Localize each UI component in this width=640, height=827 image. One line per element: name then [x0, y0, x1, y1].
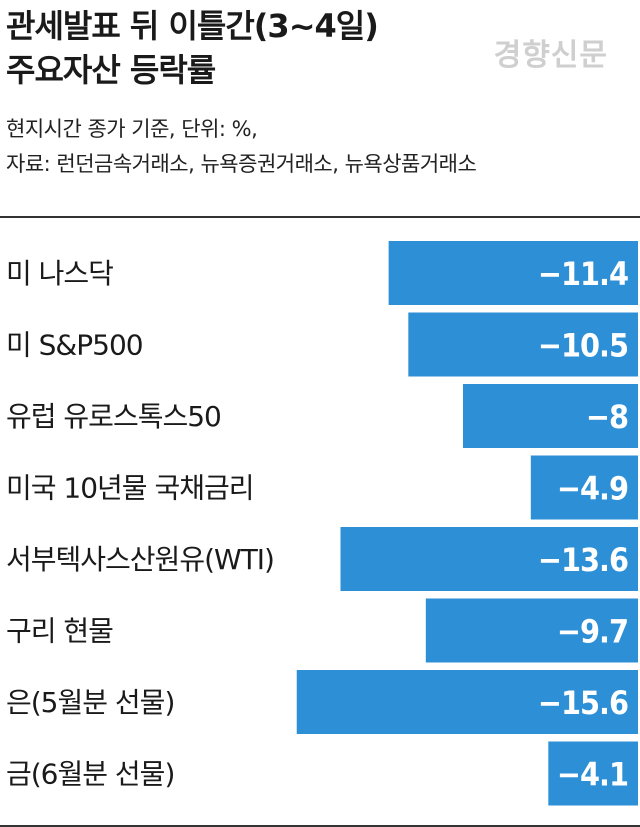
chart-title: 관세발표 뒤 이틀간(3~4일) 주요자산 등락률 — [6, 4, 379, 92]
value-label-3: −4.9 — [557, 470, 628, 508]
value-label-5: −9.7 — [557, 613, 628, 651]
bar-1 — [408, 312, 638, 377]
value-label-4: −13.6 — [538, 541, 628, 579]
category-label-6: 은(5월분 선물) — [6, 686, 174, 719]
value-label-2: −8 — [586, 398, 628, 436]
chart-notes: 현지시간 종가 기준, 단위: %, 자료: 런던금속거래소, 뉴욕증권거래소,… — [6, 112, 477, 182]
source-note: 자료: 런던금속거래소, 뉴욕증권거래소, 뉴욕상품거래소 — [6, 152, 477, 176]
top-rule — [0, 216, 640, 218]
category-label-1: 미 S&P500 — [6, 329, 143, 362]
category-label-2: 유럽 유로스톡스50 — [6, 400, 221, 433]
bar-4 — [340, 527, 638, 591]
value-label-7: −4.1 — [557, 756, 628, 794]
value-label-1: −10.5 — [538, 327, 628, 365]
value-label-0: −11.4 — [538, 255, 628, 293]
category-label-0: 미 나스닥 — [6, 257, 113, 290]
unit-note: 현지시간 종가 기준, 단위: %, — [6, 117, 258, 141]
bar-0 — [388, 241, 638, 305]
bar-3 — [530, 455, 638, 520]
bottom-rule — [0, 825, 640, 827]
title-line-2: 주요자산 등락률 — [6, 51, 216, 89]
category-label-5: 구리 현물 — [6, 615, 113, 648]
bar-5 — [425, 598, 638, 663]
category-label-4: 서부텍사스산원유(WTI) — [6, 543, 274, 576]
title-line-1: 관세발표 뒤 이틀간(3~4일) — [6, 7, 379, 45]
category-label-7: 금(6월분 선물) — [6, 758, 174, 791]
category-label-3: 미국 10년물 국채금리 — [6, 472, 254, 505]
bar-series: 미 나스닥 −11.4 미 S&P500 −10.5 유럽 유로스톡스50 −8 미국 10… — [6, 241, 638, 806]
bar-2 — [463, 384, 638, 448]
value-label-6: −15.6 — [538, 684, 628, 722]
publisher-watermark: 경향신문 — [493, 38, 608, 73]
bar-7 — [548, 741, 638, 806]
bar-6 — [296, 670, 638, 734]
